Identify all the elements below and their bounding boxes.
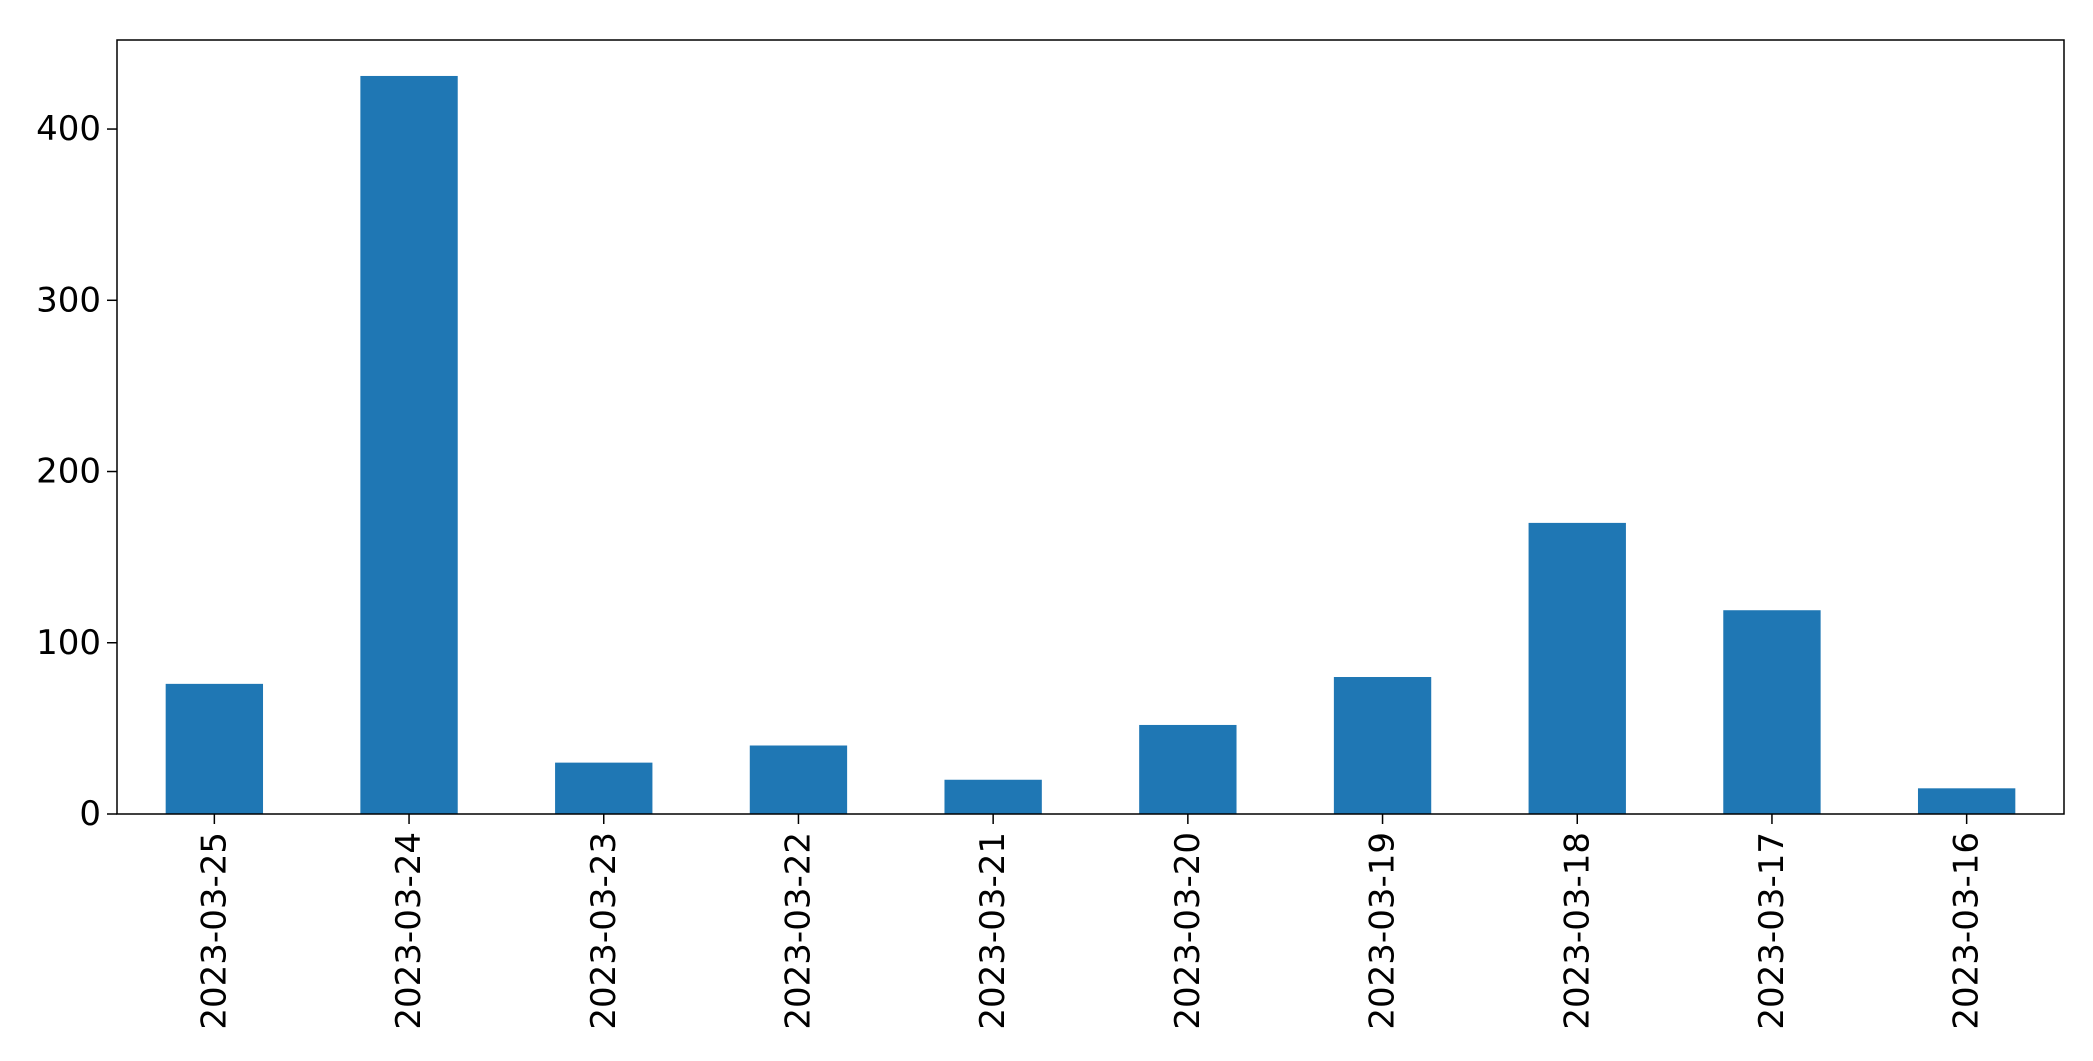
x-tick-label: 2023-03-22	[778, 832, 818, 1030]
x-tick-label: 2023-03-21	[973, 832, 1013, 1030]
bar-2023-03-19	[1333, 677, 1432, 814]
bar-2023-03-16	[1917, 788, 2016, 814]
bar-2023-03-24	[360, 75, 458, 814]
x-tick-label: 2023-03-16	[1947, 832, 1987, 1030]
bar-2023-03-23	[555, 762, 653, 814]
x-tick-label: 2023-03-20	[1168, 832, 1208, 1030]
bars-group	[165, 75, 2016, 814]
bar-2023-03-21	[944, 779, 1042, 814]
y-tick-label: 300	[36, 280, 101, 320]
x-tick-label: 2023-03-25	[194, 832, 234, 1030]
y-axis: 0 100 200 300 400	[36, 109, 117, 834]
y-tick-label: 100	[36, 623, 101, 663]
x-tick-label: 2023-03-24	[389, 832, 429, 1030]
bar-2023-03-18	[1528, 522, 1626, 814]
y-tick-label: 0	[79, 794, 101, 834]
x-axis: 2023-03-25 2023-03-24 2023-03-23 2023-03-22…	[194, 814, 1987, 1030]
y-tick-label: 200	[36, 452, 101, 492]
bar-2023-03-22	[749, 745, 848, 814]
x-tick-label: 2023-03-18	[1557, 832, 1597, 1030]
x-tick-label: 2023-03-17	[1752, 832, 1792, 1030]
x-tick-label: 2023-03-23	[584, 832, 624, 1030]
y-tick-label: 400	[36, 109, 101, 149]
bar-2023-03-17	[1723, 610, 1821, 814]
plot-frame	[116, 39, 2065, 815]
bar-2023-03-25	[165, 683, 264, 814]
x-tick-label: 2023-03-19	[1363, 832, 1403, 1030]
bar-2023-03-20	[1139, 724, 1237, 814]
